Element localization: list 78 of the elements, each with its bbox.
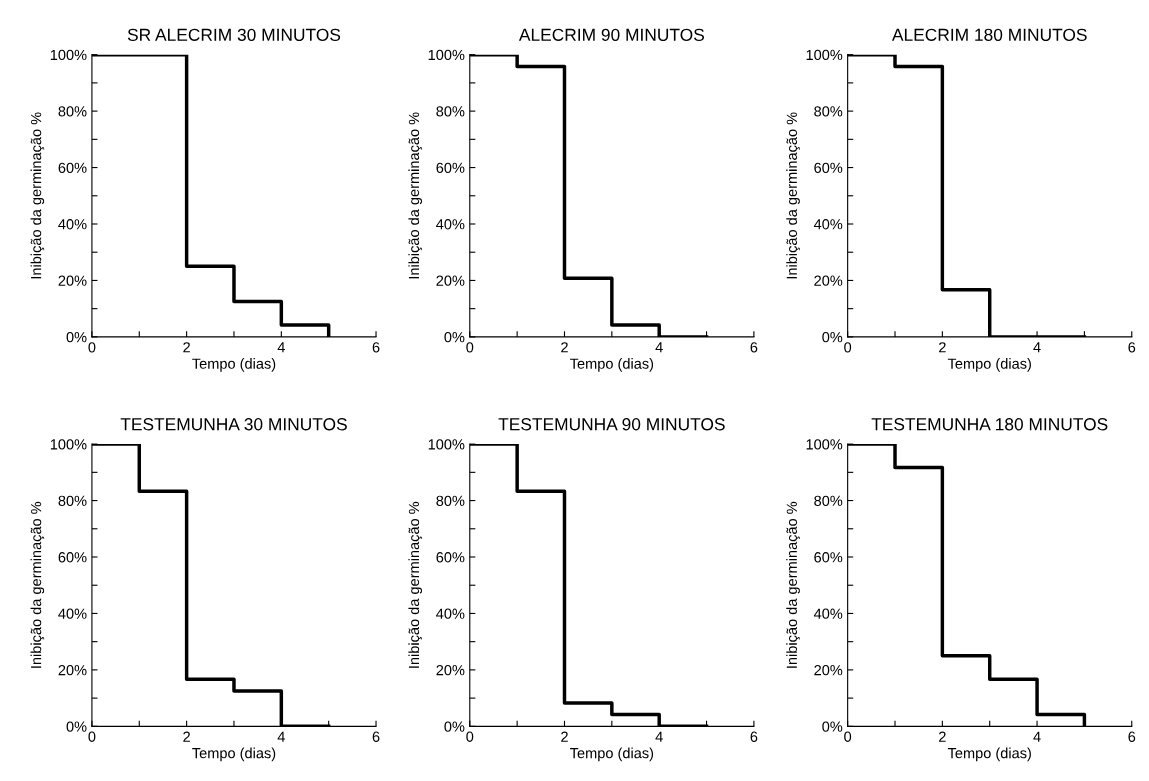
y-tick-label: 60% bbox=[814, 552, 843, 563]
x-tick-label: 6 bbox=[1128, 342, 1136, 353]
chart-title: TESTEMUNHA 30 MINUTOS bbox=[120, 418, 347, 431]
x-tick-label: 0 bbox=[844, 731, 852, 742]
y-tick-label: 100% bbox=[806, 439, 843, 450]
y-tick-label: 60% bbox=[436, 162, 465, 173]
x-axis-title: Tempo (dias) bbox=[192, 358, 276, 372]
y-tick-label: 20% bbox=[58, 664, 87, 676]
y-tick-label: 60% bbox=[814, 162, 843, 173]
y-tick-label: 20% bbox=[58, 275, 87, 286]
y-tick-label: 100% bbox=[428, 49, 465, 61]
x-tick-label: 0 bbox=[88, 342, 96, 353]
y-tick-label: 80% bbox=[814, 495, 843, 506]
x-axis-title: Tempo (dias) bbox=[192, 747, 276, 762]
y-tick-label: 80% bbox=[58, 495, 87, 506]
y-tick-label: 0% bbox=[444, 721, 465, 732]
x-axis-title: Tempo (dias) bbox=[570, 358, 654, 372]
x-tick-label: 2 bbox=[183, 731, 190, 742]
y-tick-label: 40% bbox=[58, 608, 87, 619]
y-tick-label: 40% bbox=[436, 608, 465, 619]
x-tick-label: 0 bbox=[466, 342, 474, 353]
x-tick-label: 4 bbox=[655, 342, 663, 353]
y-axis-title: Inibição da germinação % bbox=[408, 112, 423, 279]
x-tick-label: 4 bbox=[655, 731, 663, 742]
y-tick-label: 20% bbox=[814, 664, 843, 676]
y-tick-label: 80% bbox=[814, 106, 843, 117]
chart-title: ALECRIM 90 MINUTOS bbox=[518, 28, 704, 41]
y-tick-label: 0% bbox=[822, 331, 843, 343]
y-axis-title: Inibição da germinação % bbox=[30, 501, 45, 668]
x-tick-label: 4 bbox=[277, 731, 285, 742]
y-tick-label: 100% bbox=[428, 439, 465, 450]
chart-title: TESTEMUNHA 90 MINUTOS bbox=[498, 418, 725, 431]
y-tick-label: 60% bbox=[58, 552, 87, 563]
y-tick-label: 0% bbox=[66, 721, 87, 732]
y-axis-title: Inibição da germinação % bbox=[408, 501, 423, 668]
x-tick-label: 0 bbox=[466, 731, 474, 742]
y-tick-label: 80% bbox=[58, 106, 87, 117]
y-tick-label: 0% bbox=[66, 331, 87, 343]
y-tick-label: 80% bbox=[436, 106, 465, 117]
x-axis-title: Tempo (dias) bbox=[570, 747, 654, 762]
x-tick-label: 2 bbox=[561, 342, 568, 353]
y-tick-label: 60% bbox=[58, 162, 87, 173]
chart-title: ALECRIM 180 MINUTOS bbox=[891, 28, 1087, 41]
y-tick-label: 20% bbox=[436, 664, 465, 676]
y-axis-title: Inibição da germinação % bbox=[30, 112, 45, 279]
y-tick-label: 80% bbox=[436, 495, 465, 506]
y-axis-title: Inibição da germinação % bbox=[786, 501, 800, 668]
x-tick-label: 2 bbox=[561, 731, 568, 742]
y-tick-label: 40% bbox=[813, 219, 843, 230]
y-tick-label: 0% bbox=[444, 331, 465, 343]
y-tick-label: 40% bbox=[813, 608, 843, 619]
chart-title: SR ALECRIM 30 MINUTOS bbox=[127, 28, 341, 41]
chart-title: TESTEMUNHA 180 MINUTOS bbox=[871, 418, 1108, 431]
y-tick-label: 40% bbox=[436, 219, 465, 230]
x-tick-label: 6 bbox=[1128, 731, 1136, 742]
y-tick-label: 40% bbox=[58, 219, 87, 230]
x-tick-label: 6 bbox=[750, 731, 758, 742]
x-tick-label: 6 bbox=[750, 342, 758, 353]
x-tick-label: 4 bbox=[277, 342, 285, 353]
y-tick-label: 0% bbox=[822, 721, 843, 732]
x-axis-title: Tempo (dias) bbox=[947, 358, 1031, 372]
x-tick-label: 4 bbox=[1033, 731, 1041, 742]
x-tick-label: 2 bbox=[939, 342, 946, 353]
y-tick-label: 20% bbox=[436, 275, 465, 286]
x-tick-label: 0 bbox=[844, 342, 852, 353]
x-tick-label: 4 bbox=[1033, 342, 1041, 353]
y-tick-label: 100% bbox=[806, 49, 843, 61]
x-tick-label: 0 bbox=[88, 731, 96, 742]
y-tick-label: 100% bbox=[50, 439, 87, 450]
y-tick-label: 60% bbox=[436, 552, 465, 563]
y-tick-label: 100% bbox=[50, 49, 87, 61]
x-tick-label: 6 bbox=[372, 731, 380, 742]
x-tick-label: 6 bbox=[372, 342, 380, 353]
x-axis-title: Tempo (dias) bbox=[947, 747, 1031, 762]
y-tick-label: 20% bbox=[814, 275, 843, 286]
x-tick-label: 2 bbox=[939, 731, 946, 742]
y-axis-title: Inibição da germinação % bbox=[786, 112, 800, 279]
x-tick-label: 2 bbox=[183, 342, 190, 353]
